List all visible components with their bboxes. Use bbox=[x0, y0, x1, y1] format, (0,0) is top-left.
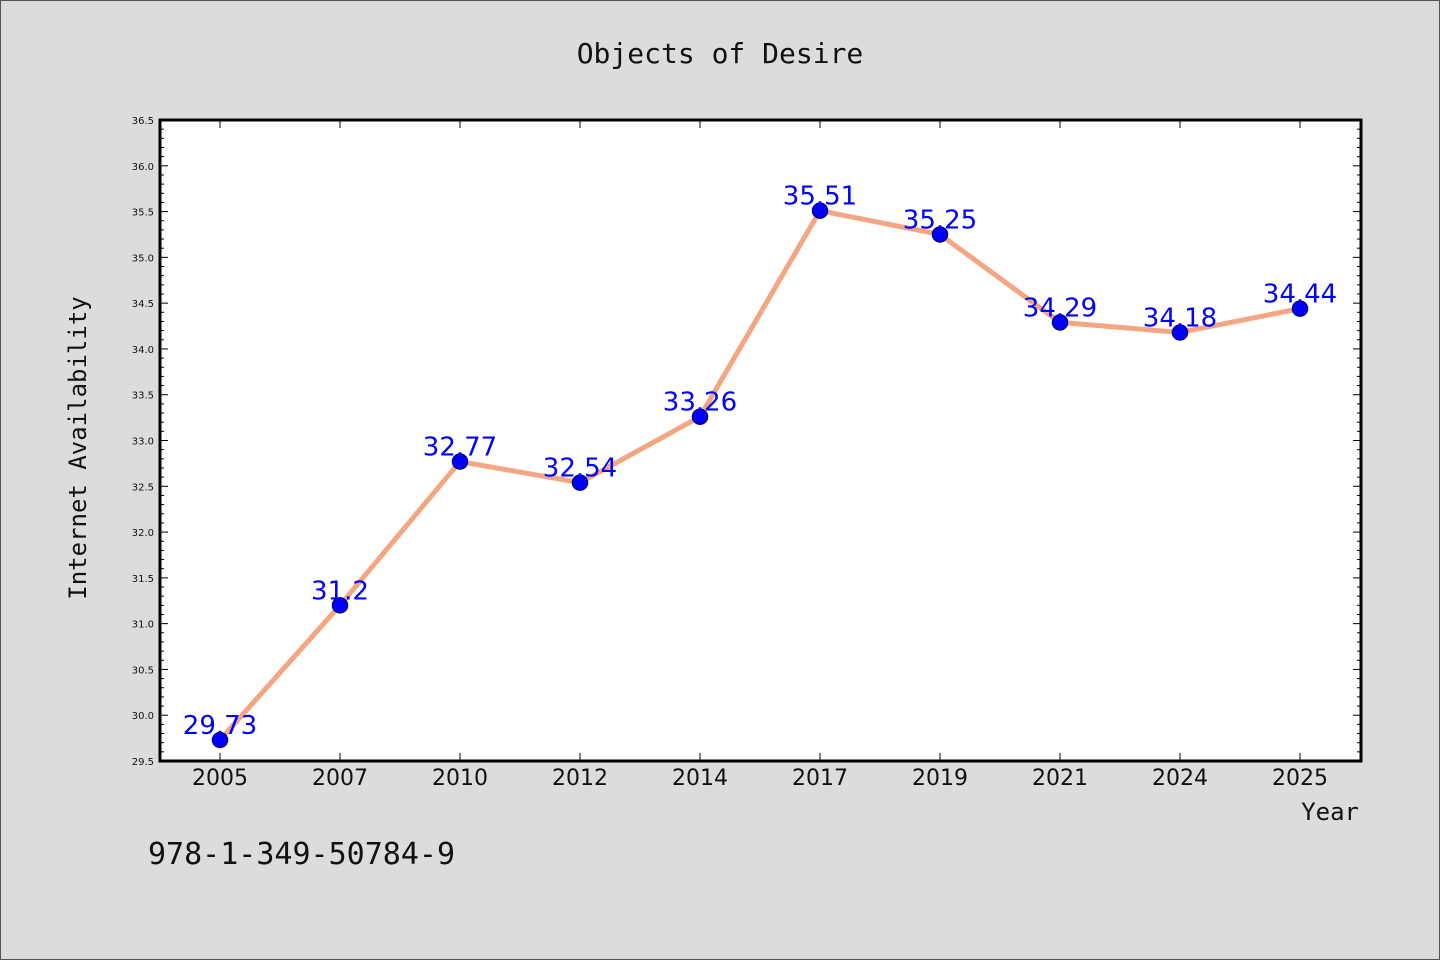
data-label: 33.26 bbox=[663, 388, 737, 418]
data-label: 34.18 bbox=[1143, 303, 1217, 333]
data-point bbox=[691, 408, 709, 425]
y-tick-label: 35.5 bbox=[132, 208, 154, 219]
y-tick-label: 29.5 bbox=[132, 757, 154, 768]
y-tick-label: 30.5 bbox=[132, 665, 154, 676]
data-label: 32.54 bbox=[543, 454, 617, 484]
data-points bbox=[211, 202, 1309, 749]
data-point bbox=[1171, 324, 1189, 341]
x-tick-label: 2007 bbox=[312, 766, 368, 791]
series-line bbox=[217, 208, 1303, 743]
isbn-text: 978-1-349-50784-9 bbox=[148, 837, 455, 872]
data-point bbox=[931, 226, 949, 243]
data-point bbox=[451, 453, 469, 470]
data-point bbox=[331, 597, 349, 614]
y-axis-label: Internet Availability bbox=[64, 296, 92, 599]
x-tick-label: 2010 bbox=[432, 766, 488, 791]
y-tick-label: 34.0 bbox=[132, 345, 154, 356]
data-label: 31.2 bbox=[311, 576, 369, 606]
data-point bbox=[1291, 300, 1309, 317]
x-axis-label: Year bbox=[1301, 798, 1359, 826]
x-axis: 2005 2007 2010 2012 2014 2017 2019 2021 2024 2025 bbox=[192, 120, 1328, 791]
x-tick-label: 2021 bbox=[1032, 766, 1088, 791]
y-tick-label: 33.0 bbox=[132, 437, 154, 448]
y-tick-label: 31.5 bbox=[132, 574, 154, 585]
data-label: 29.73 bbox=[183, 711, 257, 741]
data-point bbox=[1051, 314, 1069, 331]
x-tick-label: 2017 bbox=[792, 766, 848, 791]
data-point bbox=[211, 731, 229, 749]
data-label: 34.44 bbox=[1263, 280, 1337, 310]
data-point bbox=[571, 474, 589, 491]
x-tick-label: 2025 bbox=[1272, 766, 1328, 791]
data-label: 32.77 bbox=[423, 433, 497, 463]
y-tick-label: 36.5 bbox=[132, 116, 154, 127]
y-axis: 29.5 30.0 30.5 31.0 31.5 32.0 32.5 33.0 33.5 34.0… bbox=[132, 116, 1361, 768]
y-tick-label: 31.0 bbox=[132, 620, 154, 631]
y-tick-label: 34.5 bbox=[132, 299, 154, 310]
data-labels: 29.73 31.2 32.77 32.54 33.26 35.51 35.25 34.29 3… bbox=[183, 182, 1337, 741]
y-tick-label: 35.0 bbox=[132, 253, 154, 264]
plot-area bbox=[158, 118, 1363, 763]
x-tick-label: 2019 bbox=[912, 766, 968, 791]
data-point bbox=[811, 202, 829, 219]
x-tick-label: 2005 bbox=[192, 766, 248, 791]
y-tick-label: 36.0 bbox=[132, 162, 154, 173]
chart-title: Objects of Desire bbox=[577, 37, 864, 70]
series-line-group bbox=[217, 208, 1303, 743]
x-tick-label: 2012 bbox=[552, 766, 608, 791]
y-tick-label: 33.5 bbox=[132, 391, 154, 402]
y-tick-label: 32.0 bbox=[132, 528, 154, 539]
x-tick-label: 2014 bbox=[672, 766, 728, 791]
y-tick-label: 32.5 bbox=[132, 482, 154, 493]
data-label: 35.51 bbox=[783, 182, 857, 212]
data-label: 34.29 bbox=[1023, 293, 1097, 323]
data-label: 35.25 bbox=[903, 205, 977, 235]
x-tick-label: 2024 bbox=[1152, 766, 1208, 791]
y-tick-label: 30.0 bbox=[132, 711, 154, 722]
